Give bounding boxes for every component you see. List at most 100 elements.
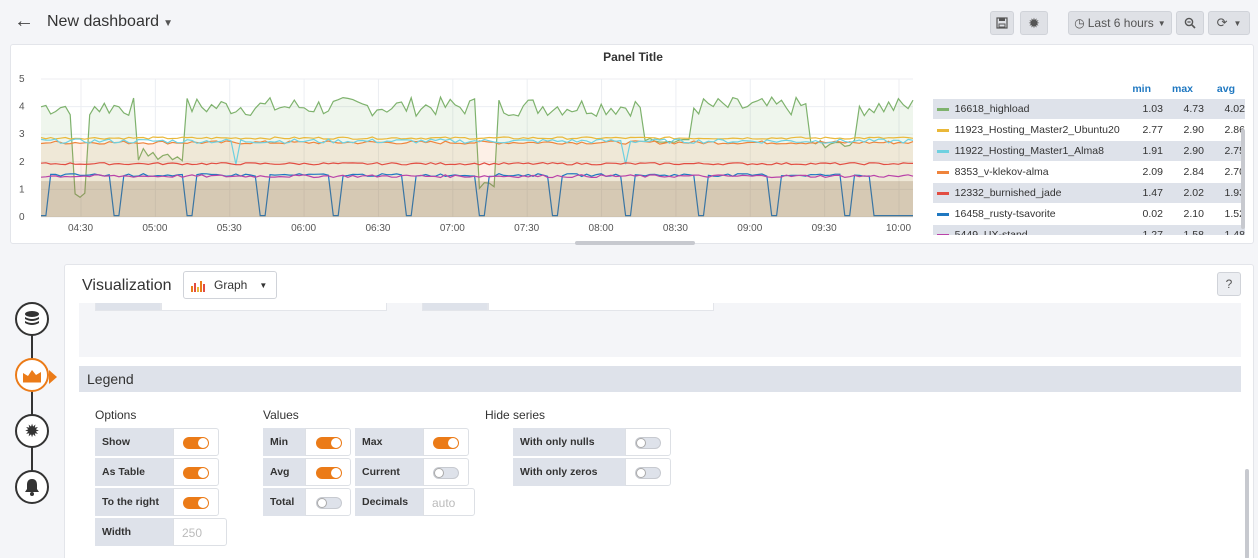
- legend-max: 1.58: [1183, 229, 1204, 235]
- y-tick-label: 3: [19, 129, 25, 140]
- graph-canvas[interactable]: 0 1 2 3 4 5 04:30 05:00 05:30 06:00 06:30 07:00 07:3…: [19, 73, 919, 243]
- min-toggle[interactable]: [316, 437, 342, 449]
- legend-min: 1.03: [1142, 103, 1163, 115]
- min-label: Min: [263, 428, 305, 456]
- legend-col-avg[interactable]: avg: [1216, 83, 1235, 95]
- legend-col-min[interactable]: min: [1132, 83, 1151, 95]
- total-toggle[interactable]: [316, 497, 342, 509]
- legend-series-name[interactable]: 8353_v-klekov-alma: [954, 166, 1049, 178]
- max-toggle[interactable]: [433, 437, 459, 449]
- x-tick-label: 10:00: [886, 223, 911, 234]
- save-icon: [996, 17, 1008, 29]
- dashboard-settings-button[interactable]: ✹: [1020, 11, 1048, 35]
- alert-bell-icon: [25, 479, 39, 496]
- as-table-toggle-box[interactable]: [173, 458, 219, 486]
- min-toggle-box[interactable]: [305, 428, 351, 456]
- save-dashboard-button[interactable]: [990, 11, 1014, 35]
- field-input-stub[interactable]: [488, 303, 714, 311]
- legend-series-name[interactable]: 5449_UX-stand: [954, 229, 1028, 235]
- only-zeros-toggle-box[interactable]: [625, 458, 671, 486]
- decimals-input[interactable]: auto: [423, 488, 475, 516]
- only-nulls-toggle-box[interactable]: [625, 428, 671, 456]
- legend-min: 2.09: [1142, 166, 1163, 178]
- legend-swatch[interactable]: [937, 191, 949, 195]
- max-toggle-box[interactable]: [423, 428, 469, 456]
- width-input[interactable]: 250: [173, 518, 227, 546]
- visualization-label: Visualization: [82, 277, 172, 294]
- panel-title[interactable]: Panel Title: [603, 50, 663, 64]
- width-label: Width: [95, 518, 173, 546]
- back-arrow-icon[interactable]: ←: [14, 10, 34, 32]
- legend-max: 2.90: [1183, 124, 1204, 136]
- series-line: [40, 140, 914, 145]
- legend-series-name[interactable]: 12332_burnished_jade: [954, 187, 1062, 199]
- total-toggle-box[interactable]: [305, 488, 351, 516]
- legend-scrollbar[interactable]: [1241, 129, 1245, 229]
- legend-col-max[interactable]: max: [1171, 83, 1193, 95]
- x-tick-label: 08:00: [589, 223, 614, 234]
- show-toggle-box[interactable]: [173, 428, 219, 456]
- dashboard-title[interactable]: New dashboard ▼: [47, 13, 173, 30]
- legend-series-name[interactable]: 16458_rusty-tsavorite: [954, 208, 1056, 220]
- legend-row[interactable]: 12332_burnished_jade 1.47 2.02 1.93: [933, 183, 1245, 203]
- editor-scrollbar[interactable]: [1245, 469, 1249, 558]
- panel-resize-handle[interactable]: [575, 241, 695, 245]
- zoom-out-button[interactable]: [1176, 11, 1204, 35]
- refresh-button[interactable]: ⟳ ▼: [1208, 11, 1250, 35]
- refresh-icon: ⟳: [1216, 15, 1228, 30]
- show-toggle[interactable]: [183, 437, 209, 449]
- top-bar: ← New dashboard ▼ ✹ ◷ Last 6 hours ▼ ⟳ ▼: [0, 0, 1258, 44]
- legend-row[interactable]: 5449_UX-stand 1.27 1.58 1.48: [933, 225, 1245, 235]
- legend-min: 2.77: [1142, 124, 1163, 136]
- field-input-stub[interactable]: [161, 303, 387, 311]
- avg-label: Avg: [263, 458, 305, 486]
- decimals-placeholder: auto: [432, 496, 456, 510]
- legend-row[interactable]: 8353_v-klekov-alma 2.09 2.84 2.70: [933, 162, 1245, 182]
- legend-section-header[interactable]: Legend: [79, 366, 1241, 392]
- legend-row[interactable]: 16618_highload 1.03 4.73 4.02: [933, 99, 1245, 119]
- x-tick-label: 05:30: [217, 223, 242, 234]
- legend-swatch[interactable]: [937, 128, 949, 132]
- legend-swatch[interactable]: [937, 170, 949, 174]
- active-pointer-icon: [49, 370, 57, 384]
- help-button[interactable]: ?: [1217, 272, 1241, 296]
- legend-avg: 1.52: [1224, 208, 1245, 220]
- sidebar-general-button[interactable]: ✹: [15, 414, 49, 448]
- legend-row[interactable]: 16458_rusty-tsavorite 0.02 2.10 1.52: [933, 204, 1245, 224]
- legend-swatch[interactable]: [937, 107, 949, 111]
- avg-toggle-box[interactable]: [305, 458, 351, 486]
- chevron-down-icon: ▼: [163, 18, 173, 29]
- current-toggle-box[interactable]: [423, 458, 469, 486]
- chevron-down-icon: ▼: [259, 280, 268, 290]
- to-the-right-toggle[interactable]: [183, 497, 209, 509]
- zoom-out-icon: [1184, 17, 1196, 29]
- legend-swatch[interactable]: [937, 149, 949, 153]
- settings-gear-icon: ✹: [24, 420, 40, 441]
- only-zeros-toggle[interactable]: [635, 467, 661, 479]
- legend-avg: 4.02: [1224, 103, 1245, 115]
- sidebar-queries-button[interactable]: [15, 302, 49, 336]
- time-picker-button[interactable]: ◷ Last 6 hours ▼: [1068, 11, 1172, 35]
- to-the-right-toggle-box[interactable]: [173, 488, 219, 516]
- legend-table: min max avg 16618_highload 1.03 4.73 4.02 11…: [929, 79, 1245, 235]
- legend-series-name[interactable]: 16618_highload: [954, 103, 1030, 115]
- only-zeros-label: With only zeros: [513, 458, 625, 486]
- visualization-select[interactable]: Graph ▼: [183, 271, 277, 299]
- sidebar-visualization-button[interactable]: [15, 358, 49, 392]
- legend-swatch[interactable]: [937, 212, 949, 216]
- series-line: [40, 138, 914, 165]
- graph-panel: Panel Title 0 1 2 3 4 5 04:30 05:00 05:30 06:00 06…: [10, 44, 1254, 245]
- legend-avg: 2.75: [1224, 145, 1245, 157]
- current-toggle[interactable]: [433, 467, 459, 479]
- legend-series-name[interactable]: 11923_Hosting_Master2_Ubuntu20: [954, 124, 1120, 136]
- sidebar-alert-button[interactable]: [15, 470, 49, 504]
- legend-series-name[interactable]: 11922_Hosting_Master1_Alma8: [954, 145, 1104, 157]
- avg-toggle[interactable]: [316, 467, 342, 479]
- legend-row[interactable]: 11923_Hosting_Master2_Ubuntu20 2.77 2.90 2.…: [933, 120, 1245, 140]
- x-tick-label: 07:30: [514, 223, 539, 234]
- legend-swatch[interactable]: [937, 233, 949, 235]
- as-table-toggle[interactable]: [183, 467, 209, 479]
- to-the-right-label: To the right: [95, 488, 173, 516]
- legend-row[interactable]: 11922_Hosting_Master1_Alma8 1.91 2.90 2.75: [933, 141, 1245, 161]
- only-nulls-toggle[interactable]: [635, 437, 661, 449]
